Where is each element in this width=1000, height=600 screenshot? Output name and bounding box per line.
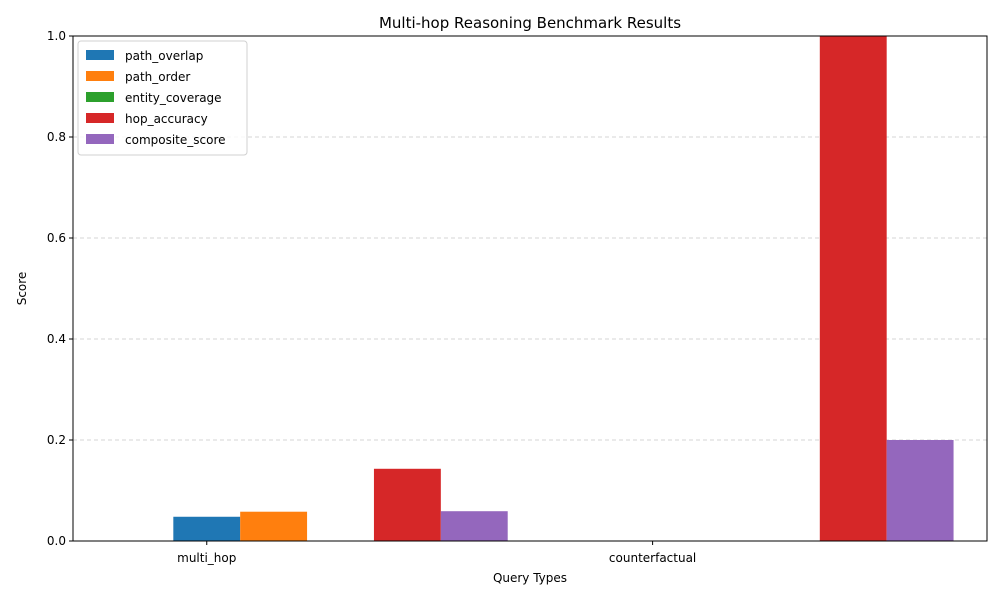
bars <box>173 36 954 541</box>
bar-hop_accuracy-counterfactual <box>819 36 887 541</box>
x-tick-label: multi_hop <box>177 551 236 565</box>
legend-swatch-path_overlap <box>86 50 114 60</box>
y-axis: 0.0 0.2 0.4 0.6 0.8 1.0 <box>47 29 73 548</box>
y-tick-label: 0.0 <box>47 534 66 548</box>
legend-label-hop_accuracy: hop_accuracy <box>125 112 208 126</box>
bar-composite_score-counterfactual <box>886 440 954 541</box>
bar-path_order-multi_hop <box>240 511 308 541</box>
legend-label-path_overlap: path_overlap <box>125 49 203 63</box>
y-tick-label: 0.6 <box>47 231 66 245</box>
chart-title: Multi-hop Reasoning Benchmark Results <box>379 14 681 32</box>
bar-path_overlap-multi_hop <box>173 516 241 541</box>
x-axis-title: Query Types <box>493 571 567 585</box>
y-tick-label: 0.2 <box>47 433 66 447</box>
x-tick-label: counterfactual <box>609 551 696 565</box>
bar-hop_accuracy-multi_hop <box>373 468 441 541</box>
legend-label-path_order: path_order <box>125 70 190 84</box>
grid-lines <box>73 136 987 441</box>
legend-box <box>77 40 248 156</box>
legend: path_overlap path_order entity_coveragehop… <box>77 40 248 156</box>
plot-frame <box>72 35 988 542</box>
y-axis-title: Score <box>15 272 29 306</box>
y-tick-label: 0.4 <box>47 332 66 346</box>
legend-swatch-entity_coverage <box>86 92 114 102</box>
y-tick-label: 0.8 <box>47 130 66 144</box>
legend-label-entity_coverage: entity_coverage <box>125 91 222 105</box>
y-tick-label: 1.0 <box>47 29 66 43</box>
legend-label-composite_score: composite_score <box>125 133 226 147</box>
x-axis: multi_hop counterfactual <box>177 541 696 565</box>
legend-swatch-path_order <box>86 71 114 81</box>
bar-composite_score-multi_hop <box>440 511 508 541</box>
legend-swatch-composite_score <box>86 134 114 144</box>
legend-swatch-hop_accuracy <box>86 113 114 123</box>
